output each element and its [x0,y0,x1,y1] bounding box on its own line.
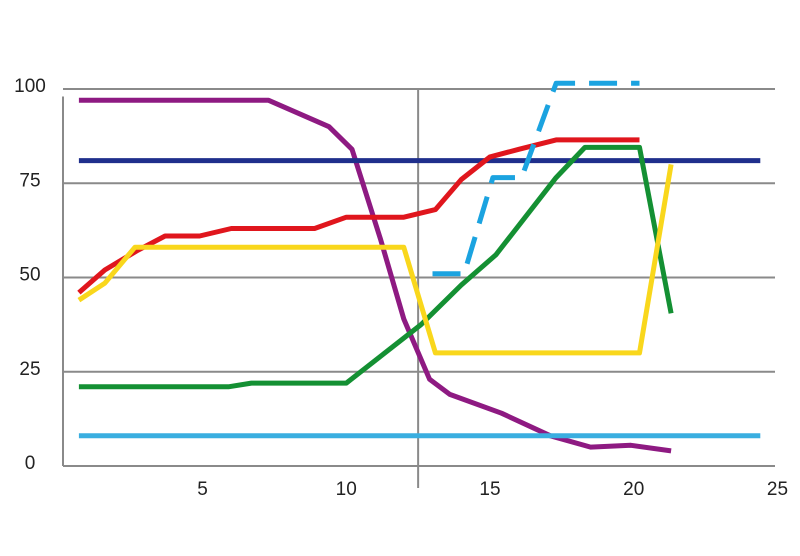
y-tick-label: 75 [19,170,40,191]
y-tick-label: 25 [19,359,40,380]
y-tick-label: 0 [25,453,36,474]
series-line [78,97,672,454]
y-tick-label: 50 [19,265,40,286]
x-tick-label: 25 [767,479,788,500]
x-tick-label: 20 [623,479,644,500]
series-line [78,144,674,390]
series-line [432,80,640,277]
y-tick-label: 100 [14,76,46,97]
x-tick-label: 5 [197,479,208,500]
series-line [77,163,674,356]
x-tick-label: 10 [336,479,357,500]
x-tick-label: 15 [479,479,500,500]
